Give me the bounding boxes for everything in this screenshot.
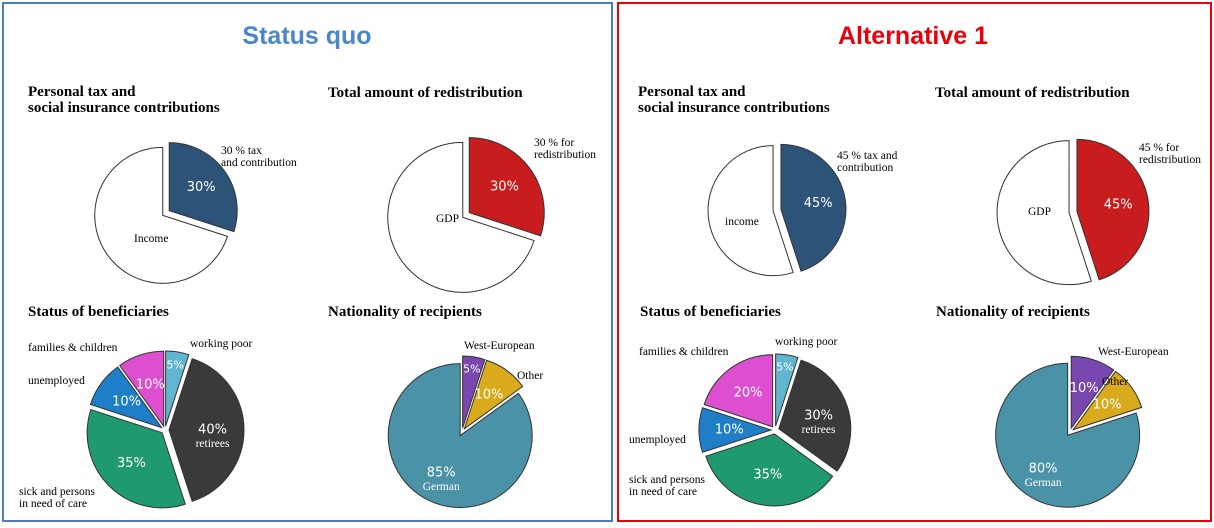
slice-label: sick and persons in need of care <box>629 474 706 498</box>
pie-slice <box>775 353 799 427</box>
slice-label: 30 % for redistribution <box>534 137 596 161</box>
chart-title: Total amount of redistribution <box>935 85 1130 101</box>
panel <box>617 2 1212 522</box>
value-label: 85% <box>427 465 456 480</box>
pie-slice <box>168 358 245 502</box>
slice-label: West-European <box>464 340 535 352</box>
chart-title: Personal tax and social insurance contri… <box>638 84 830 116</box>
value-label: 10% <box>474 387 503 402</box>
slice-label: 45 % tax and contribution <box>837 150 898 174</box>
slice-label: 30 % tax and contribution <box>221 145 297 169</box>
pie-slice <box>165 350 190 427</box>
pie-slice <box>168 142 238 233</box>
pie-slice <box>1076 138 1150 281</box>
pie-slice <box>996 140 1092 286</box>
pie-slice <box>387 141 535 293</box>
value-label: 10% <box>136 377 165 392</box>
pie-slice <box>462 355 486 429</box>
slice-label: Income <box>134 233 169 245</box>
chart-title: Status of beneficiaries <box>28 304 169 320</box>
pie-slice <box>118 350 165 428</box>
slice-label: GDP <box>436 213 460 225</box>
pie-slice <box>1071 370 1143 431</box>
slice-label: German <box>422 480 460 493</box>
slice-label: GDP <box>1028 206 1052 218</box>
pie-slice <box>707 145 794 277</box>
value-label: 45% <box>804 196 833 211</box>
pie-slice <box>86 409 186 509</box>
value-label: 80% <box>1029 462 1058 477</box>
slice-label: income <box>725 216 759 228</box>
slice-label: families & children <box>28 342 118 354</box>
slice-label: 45 % for redistribution <box>1139 142 1201 166</box>
chart-title: Nationality of recipients <box>936 304 1090 320</box>
value-label: 5% <box>463 363 480 376</box>
value-label: 40% <box>198 423 227 438</box>
pie-slice <box>94 146 229 284</box>
pie-slice <box>463 359 524 431</box>
chart-title: Status of beneficiaries <box>640 304 781 320</box>
pie-slice <box>1070 355 1115 430</box>
value-label: 10% <box>112 395 141 410</box>
slice-label: working poor <box>190 338 253 350</box>
slice-label: retirees <box>801 423 836 436</box>
pie-slice <box>89 366 164 429</box>
chart-title: Total amount of redistribution <box>328 85 523 101</box>
chart-title: Nationality of recipients <box>328 304 482 320</box>
slice-label: retirees <box>195 438 230 450</box>
panel <box>2 2 613 522</box>
slice-label: unemployed <box>28 375 85 387</box>
value-label: 35% <box>753 468 782 483</box>
chart-title: Personal tax and social insurance contri… <box>28 84 220 116</box>
pie-slice <box>698 407 773 453</box>
slice-label: German <box>1024 477 1062 490</box>
pie-slice <box>778 359 852 472</box>
slice-label: Other <box>517 370 544 382</box>
pie-slice <box>705 433 834 507</box>
value-label: 5% <box>776 361 793 374</box>
value-label: 45% <box>1104 197 1133 212</box>
panel-title: Status quo <box>242 22 372 50</box>
slice-label: sick and persons in need of care <box>19 486 96 510</box>
value-label: 10% <box>1093 398 1122 413</box>
value-label: 35% <box>117 456 146 471</box>
value-label: 30% <box>490 180 519 195</box>
slice-label: families & children <box>639 346 729 358</box>
value-label: 30% <box>804 408 833 423</box>
pie-slice <box>780 143 847 272</box>
pie-slice <box>468 137 545 237</box>
panel-title: Alternative 1 <box>837 22 989 50</box>
value-label: 20% <box>734 385 763 400</box>
slice-label: unemployed <box>629 434 686 446</box>
value-label: 10% <box>1070 381 1099 396</box>
value-label: 10% <box>715 423 744 438</box>
value-label: 30% <box>187 180 216 195</box>
pie-slice <box>703 354 774 428</box>
pie-slice <box>995 362 1141 508</box>
slice-label: Other <box>1102 376 1129 388</box>
value-label: 5% <box>167 358 184 371</box>
slice-label: working poor <box>775 336 838 348</box>
pie-slice <box>387 363 533 509</box>
slice-label: West-European <box>1098 346 1169 358</box>
